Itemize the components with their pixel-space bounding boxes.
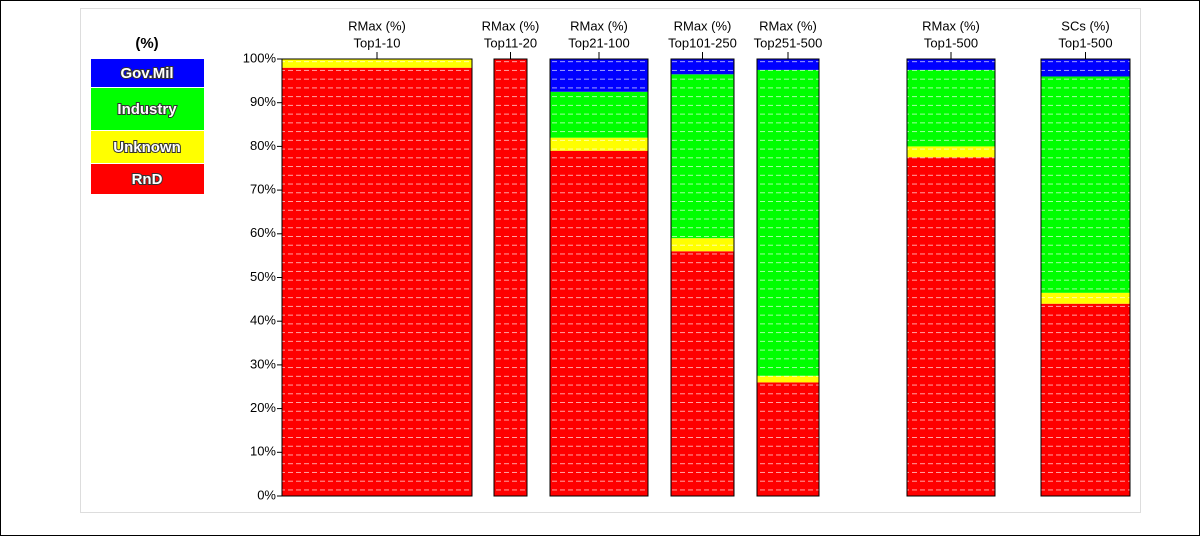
x-tick-label: RMax (%): [922, 18, 980, 33]
x-tick-label: Top101-250: [668, 35, 737, 50]
bar-texture: [907, 59, 995, 496]
x-tick-label: Top1-500: [924, 35, 978, 50]
x-tick-label: RMax (%): [570, 18, 628, 33]
bar-texture: [282, 59, 472, 496]
y-tick-label: 20%: [250, 400, 276, 415]
bar-texture: [494, 59, 527, 496]
y-tick-label: 10%: [250, 444, 276, 459]
x-tick-label: Top1-500: [1058, 35, 1112, 50]
legend-title: (%): [135, 35, 158, 52]
legend-swatch: [91, 164, 204, 194]
x-tick-label: Top1-10: [354, 35, 401, 50]
bar-texture: [550, 59, 648, 496]
y-tick-label: 70%: [250, 182, 276, 197]
legend-swatch: [91, 59, 204, 87]
plot-frame: [80, 8, 1141, 513]
x-tick-label: SCs (%): [1061, 18, 1109, 33]
legend-swatch: [91, 88, 204, 130]
x-tick-label: RMax (%): [759, 18, 817, 33]
y-tick-label: 40%: [250, 313, 276, 328]
x-tick-label: RMax (%): [482, 18, 540, 33]
x-tick-label: Top11-20: [484, 35, 537, 50]
y-tick-label: 100%: [243, 50, 277, 65]
y-tick-label: 60%: [250, 225, 276, 240]
y-tick-label: 90%: [250, 94, 276, 109]
x-tick-label: RMax (%): [674, 18, 732, 33]
x-tick-label: Top21-100: [568, 35, 629, 50]
legend-label: Unknown: [113, 139, 181, 156]
legend-label: RnD: [132, 171, 163, 188]
bar-texture: [671, 59, 734, 496]
x-tick-label: Top251-500: [754, 35, 823, 50]
legend-label: Industry: [117, 101, 177, 118]
legend-swatch: [91, 131, 204, 163]
y-tick-label: 80%: [250, 138, 276, 153]
bar-texture: [757, 59, 819, 496]
bar-texture: [1041, 59, 1130, 496]
y-tick-label: 50%: [250, 269, 276, 284]
x-tick-label: RMax (%): [348, 18, 406, 33]
y-tick-label: 30%: [250, 356, 276, 371]
legend-label: Gov.Mil: [120, 65, 173, 82]
y-tick-label: 0%: [257, 487, 276, 502]
